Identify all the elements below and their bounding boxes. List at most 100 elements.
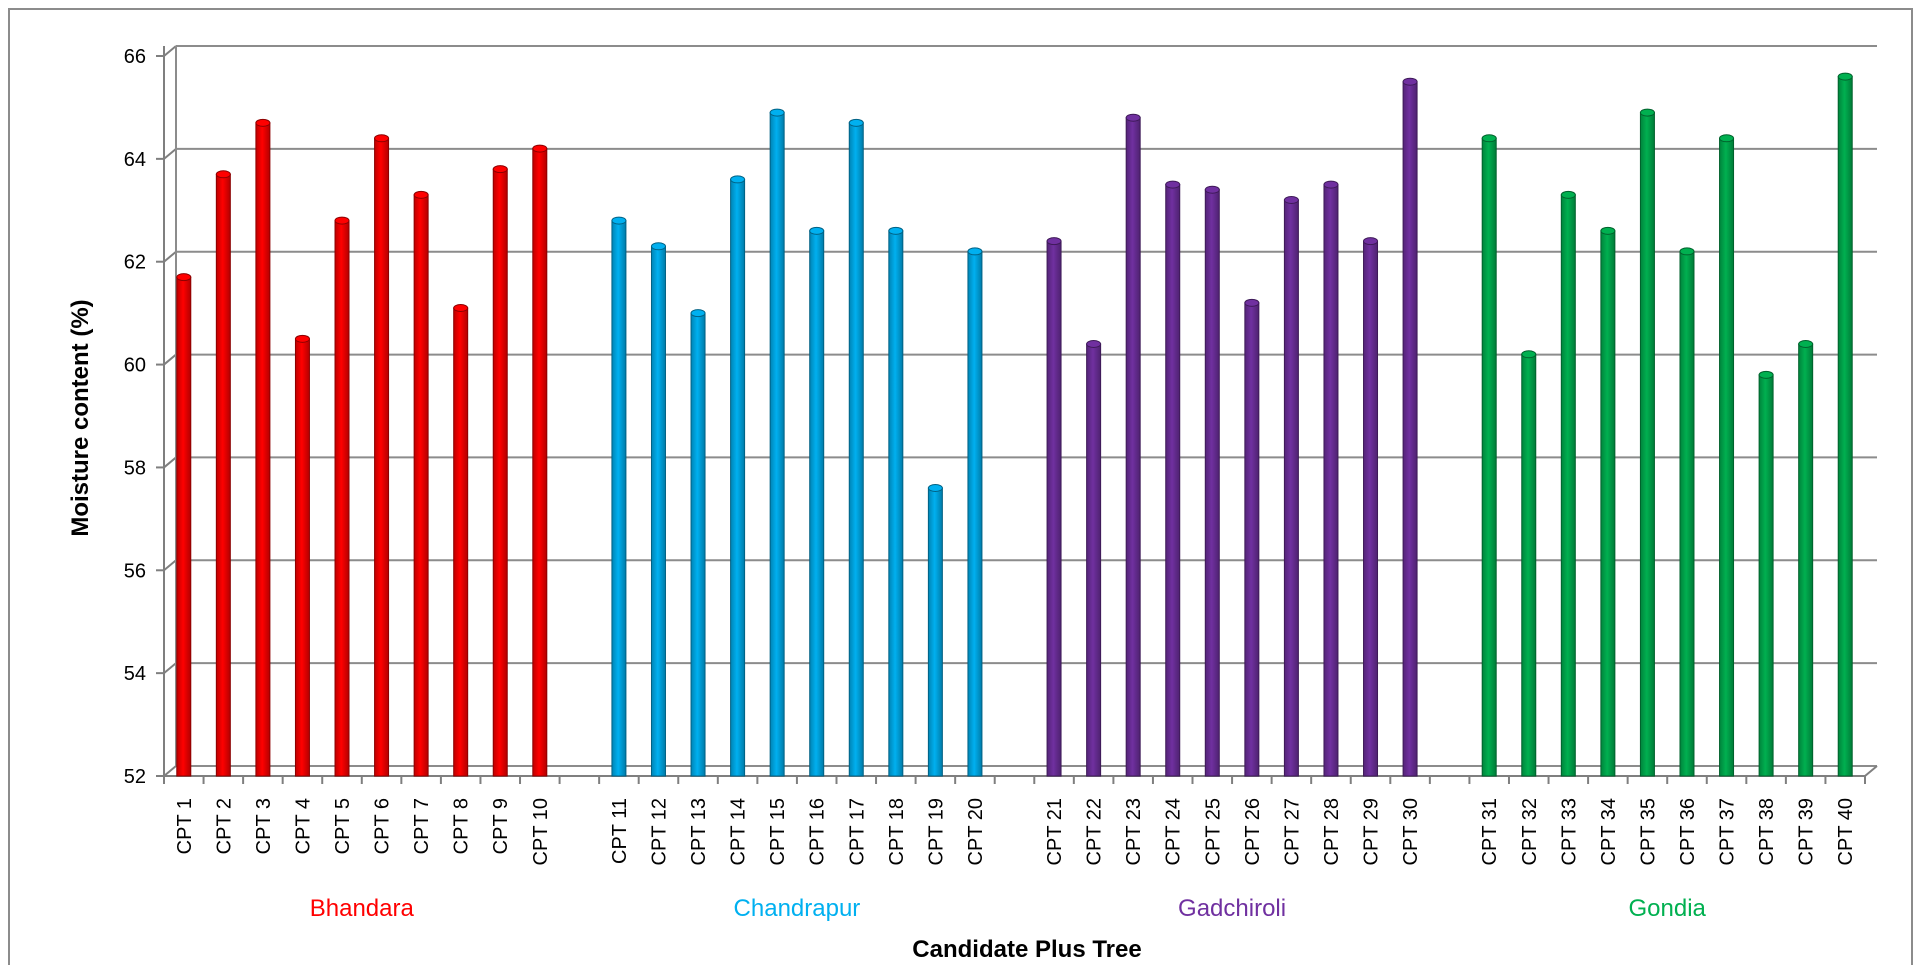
bar-top	[1600, 226, 1616, 235]
bar-body	[927, 487, 943, 777]
bar	[730, 175, 746, 777]
bar	[1758, 370, 1774, 777]
gridline-depth	[163, 559, 177, 572]
bar-top	[532, 144, 548, 153]
bar	[1639, 108, 1655, 777]
bar	[176, 273, 192, 777]
bar-top	[1639, 108, 1655, 117]
bar	[848, 118, 864, 777]
chart-border	[8, 8, 1913, 965]
axes	[156, 46, 1878, 784]
bar-top	[1086, 340, 1102, 348]
bar-top	[1521, 350, 1537, 359]
bar-body	[1165, 184, 1181, 777]
bar	[215, 170, 231, 777]
bar-top	[1283, 196, 1299, 204]
x-category-label: CPT 13	[688, 798, 710, 865]
x-category-label: CPT 24	[1163, 798, 1185, 865]
bar	[690, 309, 706, 777]
bar-body	[1204, 189, 1220, 777]
x-category-label: CPT 6	[372, 798, 394, 854]
bar	[1125, 113, 1141, 777]
group-label: Gondia	[1629, 895, 1707, 922]
bar-top	[848, 118, 864, 127]
y-tick-label: 58	[124, 457, 146, 479]
bar-top	[1244, 298, 1260, 307]
bar-top	[1125, 113, 1141, 122]
bar-top	[967, 247, 983, 256]
x-category-label: CPT 16	[807, 798, 829, 865]
bar-body	[967, 250, 983, 777]
y-tick-label: 62	[124, 252, 146, 274]
x-category-label: CPT 32	[1519, 798, 1541, 865]
bar-body	[769, 112, 785, 777]
x-category-label: CPT 14	[728, 798, 750, 865]
bar	[255, 118, 271, 777]
bar-body	[1679, 250, 1695, 777]
bar	[1086, 340, 1102, 777]
bar-body	[888, 230, 904, 777]
bar	[1283, 196, 1299, 777]
bar-top	[769, 108, 785, 117]
bar	[1402, 77, 1418, 777]
bar	[1560, 190, 1576, 777]
bar	[413, 190, 429, 777]
x-category-label: CPT 35	[1637, 798, 1659, 865]
bar-body	[413, 194, 429, 777]
y-tick-label: 64	[124, 149, 146, 171]
bar-top	[453, 304, 469, 312]
bar-top	[294, 334, 310, 343]
labels: 52 54 56 58 60 62 64 66 CPT 1 CPT 2 CPT 3 CPT 4 CPT …	[124, 46, 1857, 922]
y-tick-label: 66	[124, 46, 146, 68]
x-category-label: CPT 20	[965, 798, 987, 865]
bar-top	[650, 242, 666, 251]
bar-top	[1165, 180, 1181, 189]
bar	[374, 134, 390, 777]
bar	[532, 144, 548, 777]
y-tick-label: 56	[124, 560, 146, 582]
bar-top	[1758, 370, 1774, 379]
bar-top	[1046, 237, 1062, 246]
bar-body	[1086, 343, 1102, 777]
bar-top	[334, 216, 350, 225]
x-category-label: CPT 23	[1123, 798, 1145, 865]
bar-top	[1481, 134, 1497, 143]
bar-body	[215, 173, 231, 777]
x-category-label: CPT 30	[1400, 798, 1422, 865]
bar-body	[1837, 76, 1853, 777]
bar	[1679, 247, 1695, 777]
bar-body	[1481, 137, 1497, 777]
bar-top	[1719, 134, 1735, 143]
y-tick-label: 54	[124, 663, 146, 685]
bar-top	[1560, 190, 1576, 199]
bar-top	[1204, 185, 1220, 194]
bar-body	[532, 148, 548, 777]
bar-body	[1323, 184, 1339, 777]
group-label: Chandrapur	[734, 895, 861, 922]
bar	[650, 242, 666, 777]
bar	[1481, 134, 1497, 777]
bar-body	[1719, 137, 1735, 777]
gridline-depth	[163, 765, 177, 777]
y-tick-label: 52	[124, 766, 146, 788]
bar-body	[1639, 112, 1655, 777]
bar-body	[1402, 81, 1418, 777]
bar-body	[374, 137, 390, 777]
bar	[334, 216, 350, 777]
bar-top	[888, 226, 904, 235]
bar-body	[1363, 240, 1379, 777]
x-category-label: CPT 11	[609, 798, 631, 864]
x-category-label: CPT 40	[1835, 798, 1857, 865]
gridline-depth	[163, 662, 177, 674]
bar-body	[1283, 199, 1299, 777]
x-category-label: CPT 12	[648, 798, 670, 865]
x-category-label: CPT 15	[767, 798, 789, 865]
bar-top	[255, 118, 271, 127]
bar-body	[334, 220, 350, 777]
bar-body	[848, 122, 864, 777]
x-category-label: CPT 21	[1044, 798, 1066, 865]
bar	[1363, 237, 1379, 777]
bar-body	[730, 178, 746, 777]
bar-body	[1244, 302, 1260, 777]
